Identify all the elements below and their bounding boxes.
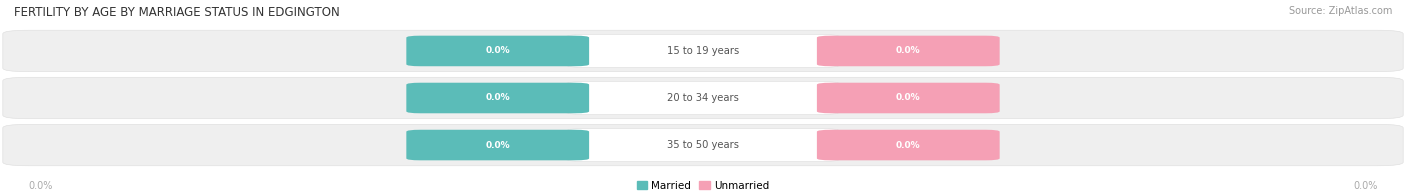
Text: 0.0%: 0.0% [28,181,52,191]
Text: 20 to 34 years: 20 to 34 years [666,93,740,103]
FancyBboxPatch shape [3,124,1403,166]
Text: 0.0%: 0.0% [485,93,510,103]
Text: 0.0%: 0.0% [1354,181,1378,191]
FancyBboxPatch shape [3,77,1403,119]
FancyBboxPatch shape [817,83,1000,113]
FancyBboxPatch shape [567,129,839,162]
FancyBboxPatch shape [406,130,589,160]
FancyBboxPatch shape [3,30,1403,72]
Text: 15 to 19 years: 15 to 19 years [666,46,740,56]
Legend: Married, Unmarried: Married, Unmarried [633,177,773,195]
FancyBboxPatch shape [567,82,839,114]
FancyBboxPatch shape [817,36,1000,66]
FancyBboxPatch shape [817,130,1000,160]
Text: 35 to 50 years: 35 to 50 years [666,140,740,150]
Text: FERTILITY BY AGE BY MARRIAGE STATUS IN EDGINGTON: FERTILITY BY AGE BY MARRIAGE STATUS IN E… [14,6,340,19]
Text: 0.0%: 0.0% [485,46,510,55]
Text: Source: ZipAtlas.com: Source: ZipAtlas.com [1288,6,1392,16]
Text: 0.0%: 0.0% [896,141,921,150]
FancyBboxPatch shape [406,83,589,113]
FancyBboxPatch shape [406,36,589,66]
Text: 0.0%: 0.0% [896,46,921,55]
FancyBboxPatch shape [567,34,839,67]
Text: 0.0%: 0.0% [896,93,921,103]
Text: 0.0%: 0.0% [485,141,510,150]
